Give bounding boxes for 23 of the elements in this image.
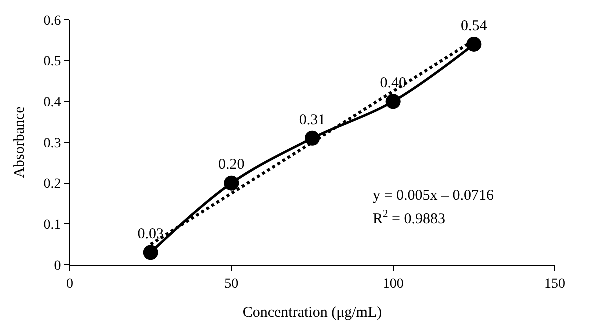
- y-tick-label: 0.5: [44, 54, 62, 70]
- data-label: 0.31: [299, 112, 326, 128]
- y-tick-label: 0: [54, 258, 62, 274]
- data-label: 0.03: [138, 226, 164, 243]
- y-tick-label: 0.2: [44, 177, 62, 192]
- point: [143, 245, 158, 260]
- y-tick-label: 0.6: [44, 14, 62, 29]
- annotation: R$^{2}$ = 0.9883: [373, 209, 446, 228]
- x-tick-label: 150: [544, 276, 566, 292]
- y-tick-label: 0.4: [44, 96, 62, 111]
- point: [466, 37, 482, 52]
- x-tick-label: 50: [224, 276, 239, 292]
- data-label: 0.54: [461, 18, 488, 34]
- y-tick-label: 0.1: [44, 218, 62, 234]
- y-tick-label: 0.3: [44, 136, 62, 152]
- annotation: y = 0.005x – 0.0716: [373, 188, 494, 204]
- y-axis-title: Absorbance: [12, 106, 28, 178]
- x-axis-title: Concentration (μg/mL): [242, 304, 382, 321]
- data-label: 0.20: [218, 157, 245, 174]
- point: [386, 94, 401, 110]
- point: [224, 176, 240, 191]
- x-tick-label: 100: [382, 276, 404, 292]
- x-tick-label: 0: [66, 276, 74, 292]
